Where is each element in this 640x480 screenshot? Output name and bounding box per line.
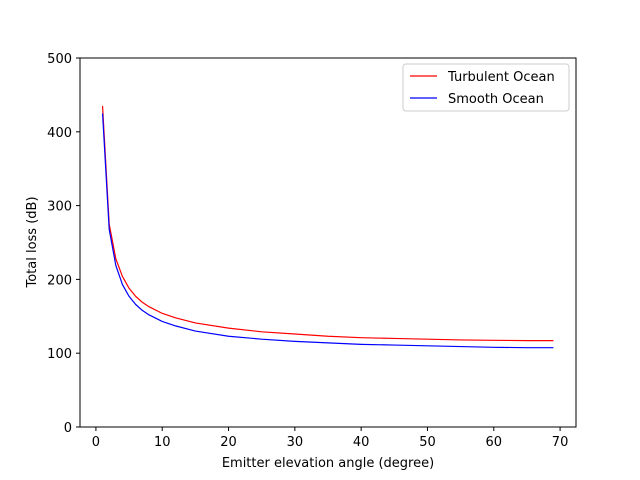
x-tick-label: 50 xyxy=(419,435,436,450)
x-tick-label: 40 xyxy=(353,435,370,450)
series-layer xyxy=(101,105,554,349)
y-tick-label: 100 xyxy=(47,347,72,362)
legend-box xyxy=(402,63,570,112)
legend-label: Smooth Ocean xyxy=(448,92,544,107)
series-line-1 xyxy=(101,113,554,349)
x-tick-label: 10 xyxy=(154,435,171,450)
y-tick-label: 200 xyxy=(47,273,72,288)
x-tick-label: 30 xyxy=(287,435,304,450)
y-axis-ticks: 0 100 200 300 400 500 xyxy=(47,52,80,436)
series-line-0 xyxy=(101,105,554,342)
legend: Turbulent Ocean Smooth Ocean xyxy=(402,63,570,112)
x-tick-label: 60 xyxy=(486,435,503,450)
x-tick-label: 70 xyxy=(552,435,569,450)
legend-label: Turbulent Ocean xyxy=(447,70,555,85)
plot-frame xyxy=(79,57,577,428)
x-tick-label: 0 xyxy=(92,435,100,450)
x-axis-ticks: 0 10 20 30 40 50 60 70 xyxy=(92,427,569,450)
y-tick-label: 0 xyxy=(64,421,72,436)
y-tick-label: 500 xyxy=(47,52,72,67)
x-tick-label: 20 xyxy=(220,435,237,450)
y-tick-label: 300 xyxy=(47,200,72,215)
y-axis-label: Total loss (dB) xyxy=(25,196,40,288)
y-tick-label: 400 xyxy=(47,126,72,141)
x-axis-label: Emitter elevation angle (degree) xyxy=(222,456,434,471)
